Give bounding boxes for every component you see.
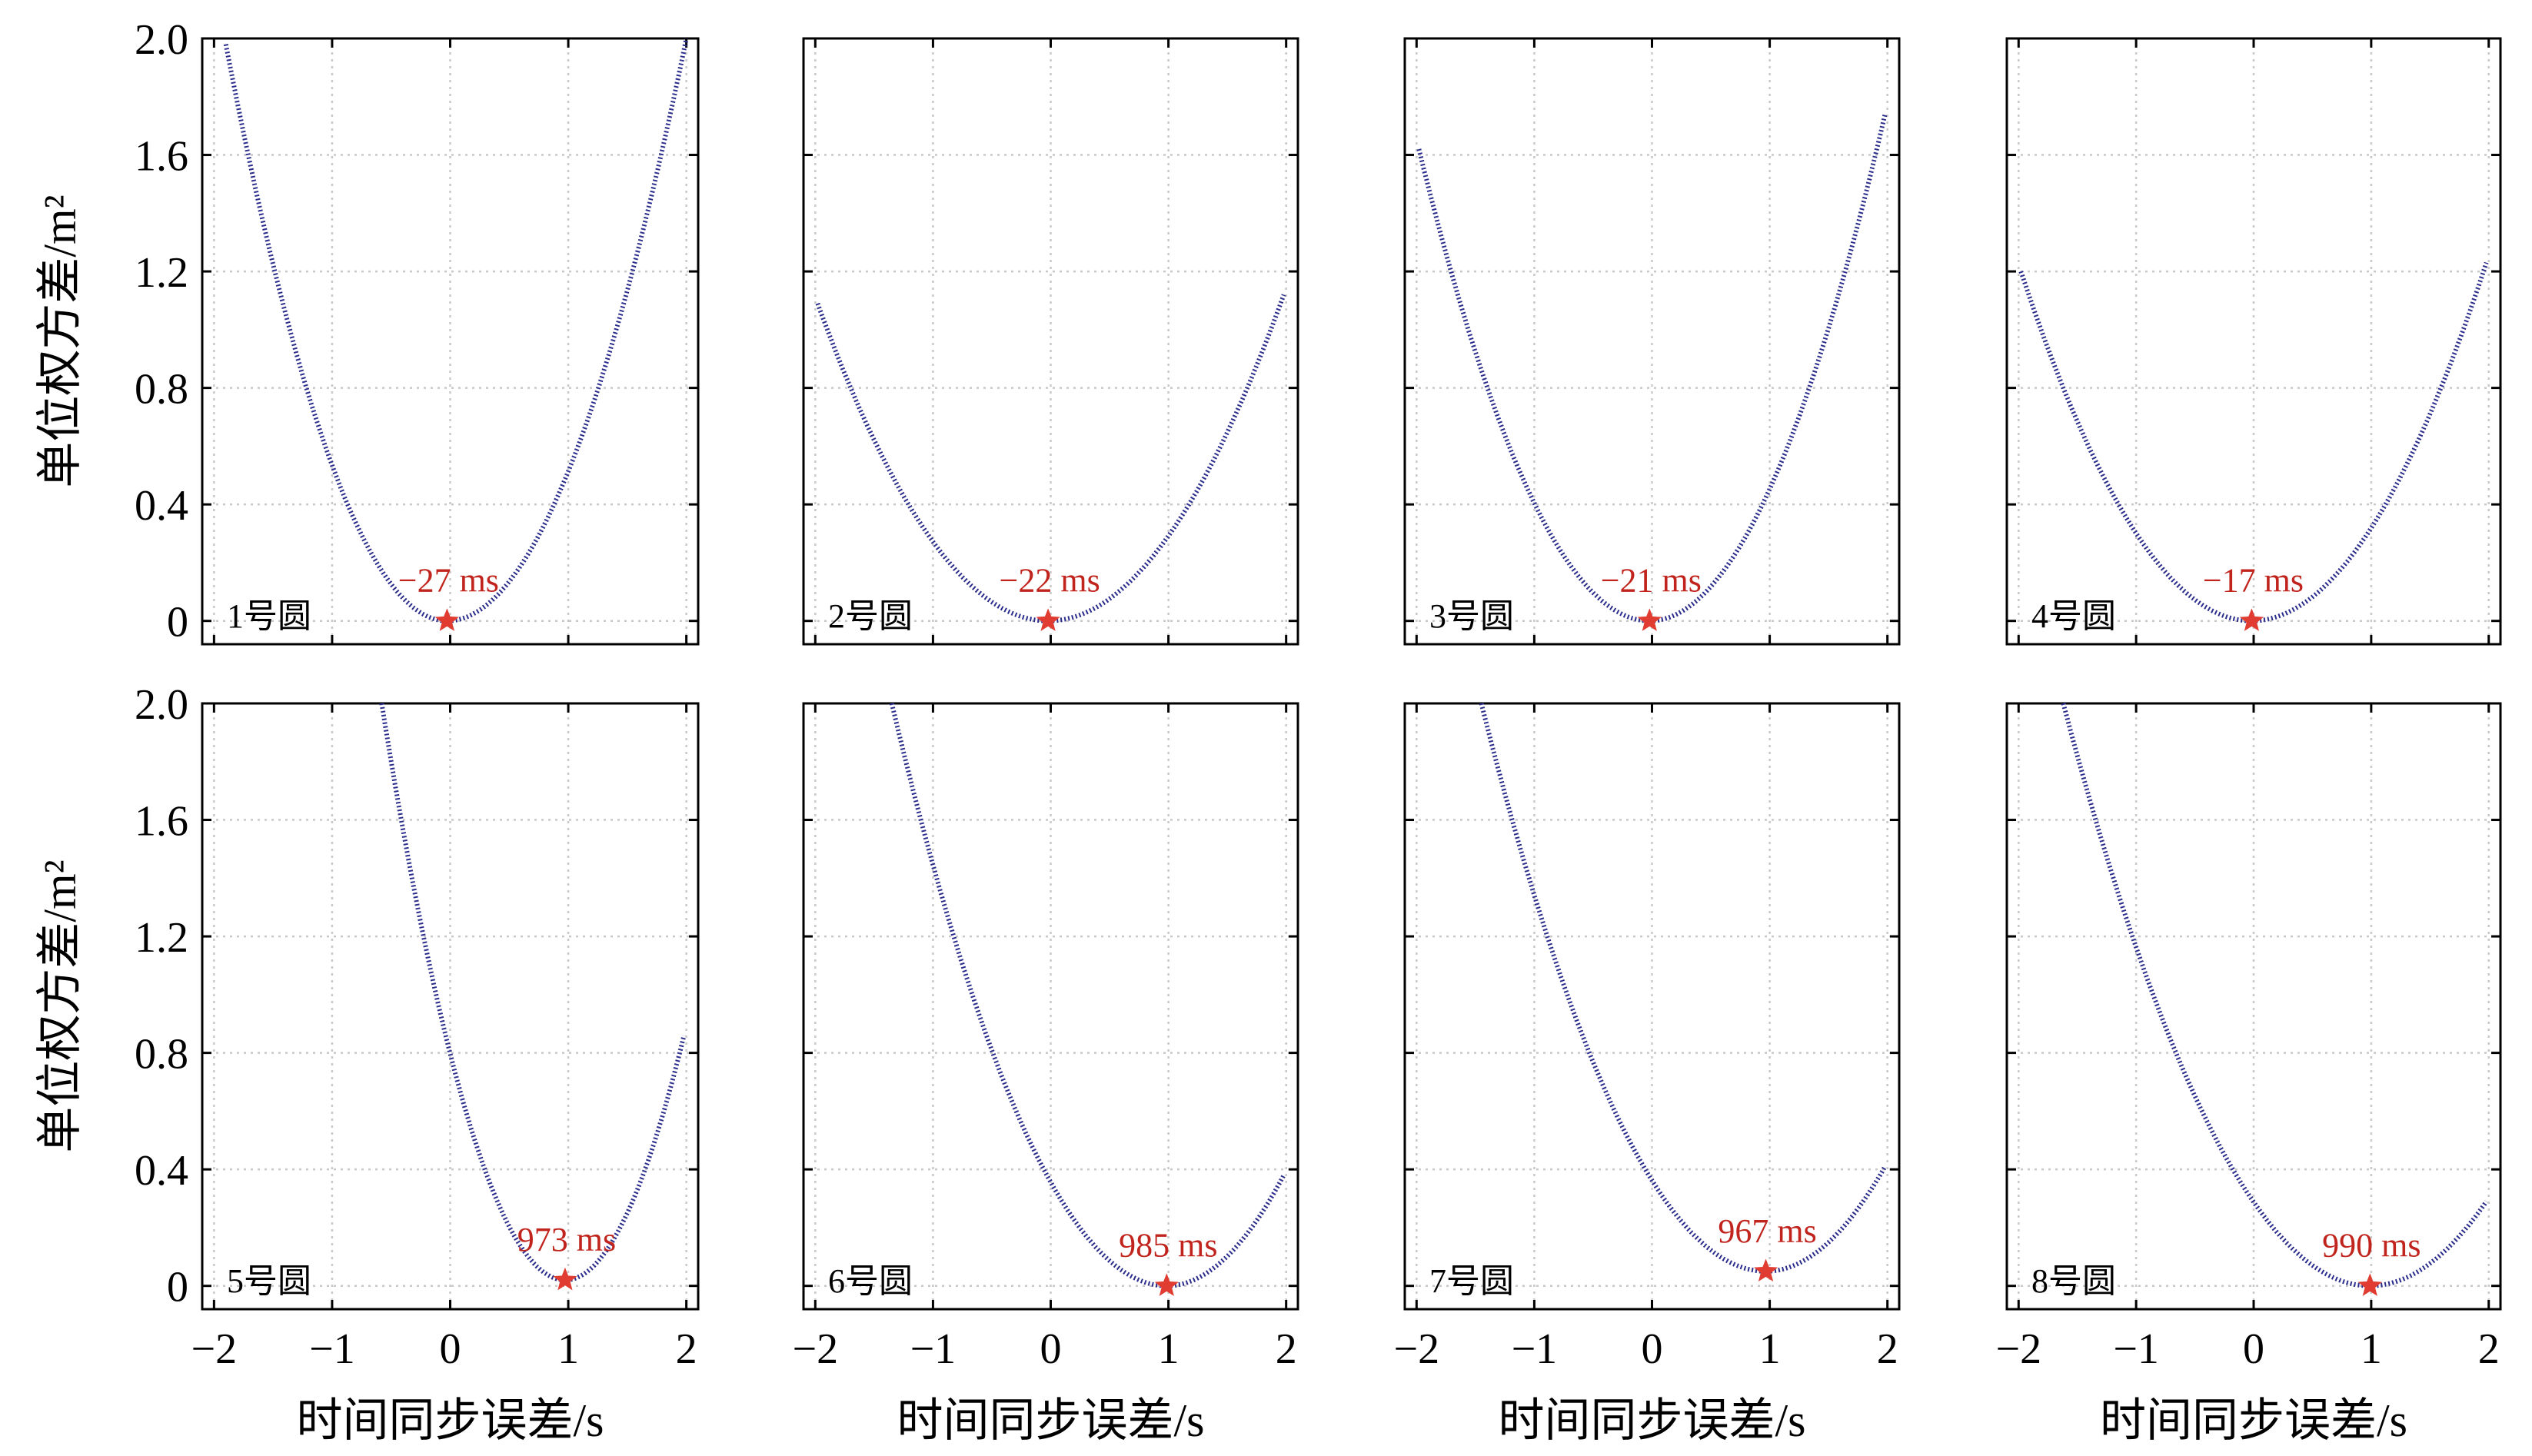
minimum-marker bbox=[1754, 1258, 1778, 1282]
x-tick-label: 1 bbox=[1759, 1325, 1781, 1373]
minimum-marker bbox=[2357, 1273, 2382, 1296]
y-tick-label: 0 bbox=[167, 1264, 188, 1311]
x-tick-label: −1 bbox=[2113, 1325, 2159, 1373]
x-tick-label: 0 bbox=[440, 1325, 461, 1373]
subplot-4: −17 ms 4号圆 bbox=[2005, 37, 2502, 646]
x-axis-label: 时间同步误差/s bbox=[1498, 1395, 1805, 1446]
y-tick-label: 0.4 bbox=[135, 1147, 188, 1195]
minimum-marker bbox=[1637, 608, 1662, 631]
x-tick-label: −1 bbox=[1512, 1325, 1558, 1373]
y-axis-label: 单位权方差/m² bbox=[35, 859, 85, 1152]
series-curve bbox=[379, 703, 687, 1283]
y-tick-label: 2.0 bbox=[135, 16, 188, 64]
series-curve bbox=[2061, 703, 2489, 1288]
x-tick-label: 0 bbox=[1642, 1325, 1663, 1373]
y-tick-label: 2.0 bbox=[135, 681, 188, 729]
subplot-5: 0 0.4 0.8 1.2 1.6 2.0 −2 −1 0 1 2 时间同步误差/s 单位权方差/m² 9… bbox=[35, 681, 700, 1446]
minimum-marker bbox=[553, 1267, 577, 1291]
panel-label: 4号圆 bbox=[2031, 597, 2116, 635]
panel-label: 3号圆 bbox=[1429, 597, 1514, 635]
panel-label: 1号圆 bbox=[227, 597, 311, 635]
minimum-marker bbox=[1154, 1273, 1179, 1296]
subplot-7: −2 −1 0 1 2 时间同步误差/s 967 ms 7号圆 bbox=[1394, 702, 1901, 1446]
panel-label: 7号圆 bbox=[1429, 1262, 1514, 1300]
panel-label: 6号圆 bbox=[828, 1262, 913, 1300]
y-tick-label: 0 bbox=[167, 599, 188, 647]
x-tick-label: −2 bbox=[1394, 1325, 1440, 1373]
series-curve bbox=[1479, 703, 1888, 1274]
x-axis-label: 时间同步误差/s bbox=[2100, 1395, 2407, 1446]
minimum-marker bbox=[2239, 608, 2264, 631]
minimum-annotation: −21 ms bbox=[1601, 562, 1702, 600]
panel-label: 2号圆 bbox=[828, 597, 913, 635]
series-curve bbox=[1416, 113, 1888, 623]
y-axis-label: 单位权方差/m² bbox=[35, 194, 85, 487]
y-tick-label: 1.6 bbox=[135, 133, 188, 181]
x-tick-label: −2 bbox=[191, 1325, 238, 1373]
minimum-annotation: 967 ms bbox=[1718, 1212, 1816, 1250]
x-tick-label: −1 bbox=[309, 1325, 355, 1373]
subplot-8: −2 −1 0 1 2 时间同步误差/s 990 ms 8号圆 bbox=[1995, 702, 2502, 1446]
x-axis-label: 时间同步误差/s bbox=[296, 1395, 604, 1446]
minimum-marker bbox=[434, 608, 459, 631]
subplot-2: −22 ms 2号圆 bbox=[802, 37, 1299, 646]
x-tick-label: 2 bbox=[676, 1325, 697, 1373]
x-axis-label: 时间同步误差/s bbox=[897, 1395, 1204, 1446]
subplot-1: 0 0.4 0.8 1.2 1.6 2.0 单位权方差/m² −27 ms 1号圆 bbox=[35, 16, 700, 647]
series-curve bbox=[223, 38, 689, 623]
x-tick-label: 2 bbox=[1276, 1325, 1297, 1373]
series-curve bbox=[889, 703, 1286, 1288]
x-tick-label: 2 bbox=[2478, 1325, 2500, 1373]
minimum-annotation: 990 ms bbox=[2322, 1227, 2421, 1265]
subplot-3: −21 ms 3号圆 bbox=[1403, 37, 1901, 646]
x-tick-label: 1 bbox=[2361, 1325, 2382, 1373]
y-tick-label: 1.2 bbox=[135, 914, 188, 962]
y-tick-label: 0.8 bbox=[135, 366, 188, 414]
minimum-annotation: 973 ms bbox=[517, 1221, 616, 1258]
minimum-annotation: 985 ms bbox=[1119, 1227, 1217, 1265]
x-tick-label: 0 bbox=[2243, 1325, 2264, 1373]
x-tick-label: −1 bbox=[910, 1325, 957, 1373]
minimum-annotation: −27 ms bbox=[398, 562, 499, 600]
y-tick-label: 1.6 bbox=[135, 798, 188, 846]
minimum-annotation: −22 ms bbox=[1000, 562, 1100, 600]
x-tick-label: −2 bbox=[1995, 1325, 2041, 1373]
y-tick-label: 0.4 bbox=[135, 482, 188, 530]
minimum-annotation: −17 ms bbox=[2203, 562, 2304, 600]
x-tick-label: −2 bbox=[793, 1325, 839, 1373]
x-tick-label: 2 bbox=[1877, 1325, 1898, 1373]
panel-label: 8号圆 bbox=[2031, 1262, 2116, 1300]
y-tick-label: 1.2 bbox=[135, 249, 188, 297]
x-tick-label: 1 bbox=[1158, 1325, 1179, 1373]
y-tick-label: 0.8 bbox=[135, 1031, 188, 1079]
subplot-6: −2 −1 0 1 2 时间同步误差/s 985 ms 6号圆 bbox=[793, 702, 1299, 1446]
minimum-marker bbox=[1036, 608, 1060, 631]
panel-label: 5号圆 bbox=[227, 1262, 311, 1300]
x-tick-label: 0 bbox=[1040, 1325, 1062, 1373]
x-tick-label: 1 bbox=[557, 1325, 579, 1373]
series-curve bbox=[815, 294, 1286, 623]
